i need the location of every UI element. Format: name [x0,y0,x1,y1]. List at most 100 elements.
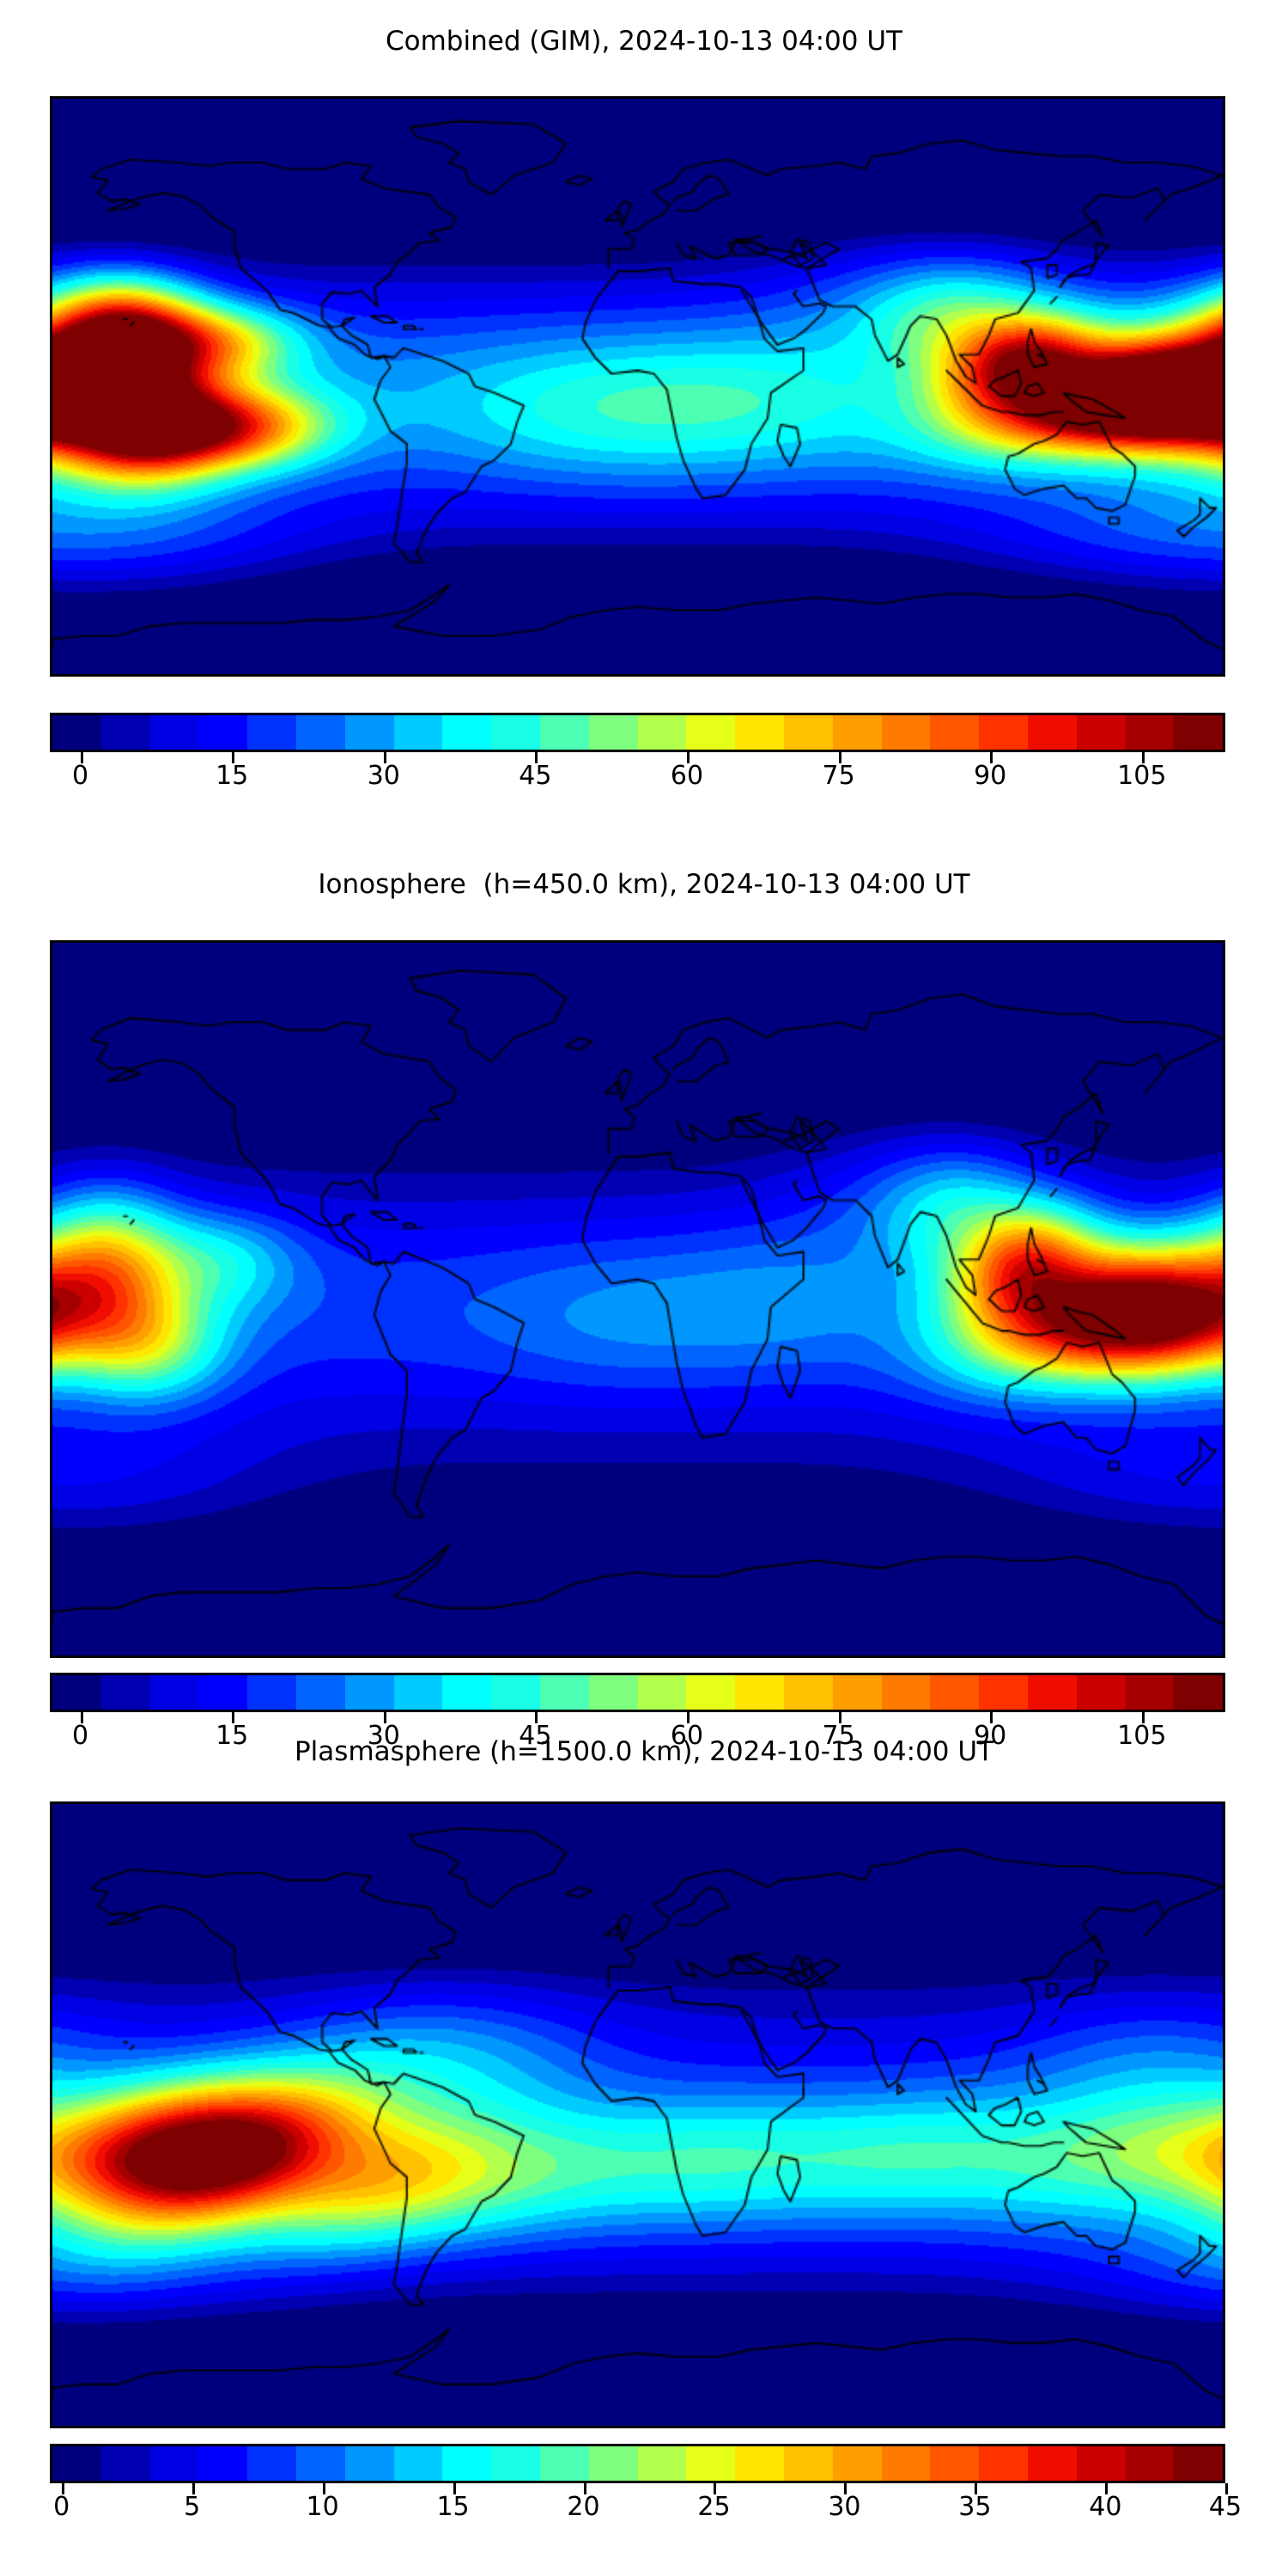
colorbar-segment [588,715,638,750]
colorbar-segment [686,715,736,750]
colorbar-tick [453,2483,456,2494]
colorbar-segment [393,1675,443,1710]
colorbar-ticks-plasmasphere [50,2483,1228,2495]
colorbar-segment [1076,1675,1126,1710]
colorbar-segment [881,2446,931,2481]
map-canvas-plasmasphere [52,1804,1223,2426]
colorbar-segment [52,1675,101,1710]
colorbar-segment [979,715,1028,750]
colorbar-tick [61,2483,64,2494]
colorbar-segment [198,1675,248,1710]
colorbar-ticklabel: 45 [519,761,552,791]
colorbar-segment [686,1675,736,1710]
colorbar-tick [232,1712,235,1723]
colorbar-segment [832,2446,882,2481]
colorbar-gradient-plasmasphere [50,2444,1225,2483]
colorbar-ticks-combined [50,752,1225,764]
colorbar-segment [52,2446,101,2481]
colorbar-segment [149,715,199,750]
colorbar-ionosphere: 0 15 30 45 60 75 90 105 [50,1673,1225,1776]
colorbar-segment [52,715,101,750]
colorbar-ticklabel: 75 [822,761,855,791]
colorbar-segment [247,2446,296,2481]
colorbar-segment [783,2446,833,2481]
colorbar-ticklabel: 40 [1089,2492,1122,2522]
colorbar-combined: 0 15 30 45 60 75 90 105 [50,713,1225,816]
colorbar-segment [881,1675,931,1710]
colorbar-tick [80,752,83,763]
colorbar-segment [344,2446,394,2481]
colorbar-segment [979,2446,1028,2481]
colorbar-segment [149,2446,199,2481]
colorbar-segment [1125,715,1175,750]
panel-title-plasmasphere: Plasmasphere (h=1500.0 km), 2024-10-13 0… [294,1736,993,1767]
colorbar-ticklabel: 30 [367,1721,400,1751]
colorbar-gradient-ionosphere [50,1673,1225,1712]
colorbar-segment [1125,2446,1175,2481]
colorbar-segment [442,2446,492,2481]
colorbar-ticklabel: 105 [1117,761,1167,791]
colorbar-segment [442,715,492,750]
colorbar-segment [783,715,833,750]
colorbar-tick [383,1712,386,1723]
colorbar-segment [247,715,296,750]
panel-title-combined: Combined (GIM), 2024-10-13 04:00 UT [386,26,902,57]
colorbar-segment [539,715,589,750]
colorbar-tick [838,752,841,763]
colorbar-ticklabel: 0 [72,1721,89,1751]
colorbar-segment [783,1675,833,1710]
colorbar-segment [930,715,980,750]
colorbar-segment [881,715,931,750]
colorbar-tick [714,2483,717,2494]
colorbar-segment [198,2446,248,2481]
colorbar-tick [1105,2483,1109,2494]
colorbar-segment [100,1675,150,1710]
map-frame-combined [50,96,1225,677]
colorbar-tick [1141,752,1145,763]
map-canvas-combined [52,99,1223,674]
colorbar-segment [344,1675,394,1710]
colorbar-segment [198,715,248,750]
colorbar-segment [930,1675,980,1710]
colorbar-ticklabel: 90 [974,761,1007,791]
colorbar-ticklabel: 75 [822,1721,855,1751]
colorbar-ticklabels-plasmasphere: 0 5 10 15 20 25 30 35 40 45 [50,2492,1242,2530]
colorbar-segment [149,1675,199,1710]
colorbar-plasmasphere: 0 5 10 15 20 25 30 35 40 45 [50,2444,1242,2547]
map-canvas-ionosphere [52,943,1223,1656]
colorbar-segment [1174,715,1224,750]
colorbar-ticklabel: 60 [670,1721,704,1751]
colorbar-ticklabel: 45 [1208,2492,1242,2522]
colorbar-segment [295,2446,345,2481]
colorbar-tick [535,1712,538,1723]
colorbar-segment [344,715,394,750]
colorbar-segment [930,2446,980,2481]
colorbar-segment [832,1675,882,1710]
colorbar-segment [491,1675,540,1710]
colorbar-segment [637,2446,687,2481]
colorbar-tick [191,2483,195,2494]
colorbar-ticklabel: 15 [216,761,249,791]
colorbar-ticklabel: 45 [519,1721,552,1751]
colorbar-gradient-combined [50,713,1225,752]
colorbar-segment [539,1675,589,1710]
colorbar-tick [686,752,690,763]
colorbar-segment [393,715,443,750]
colorbar-tick [686,1712,690,1723]
colorbar-ticklabel: 105 [1117,1721,1167,1751]
colorbar-ticklabel: 10 [306,2492,339,2522]
colorbar-ticklabel: 90 [974,1721,1007,1751]
colorbar-tick [990,752,993,763]
colorbar-ticklabel: 15 [436,2492,470,2522]
colorbar-tick [1141,1712,1145,1723]
colorbar-tick [80,1712,83,1723]
colorbar-segment [1027,1675,1077,1710]
colorbar-segment [539,2446,589,2481]
colorbar-segment [295,1675,345,1710]
colorbar-segment [735,715,784,750]
colorbar-tick [535,752,538,763]
colorbar-ticks-ionosphere [50,1712,1225,1724]
colorbar-segment [247,1675,296,1710]
colorbar-segment [100,2446,150,2481]
